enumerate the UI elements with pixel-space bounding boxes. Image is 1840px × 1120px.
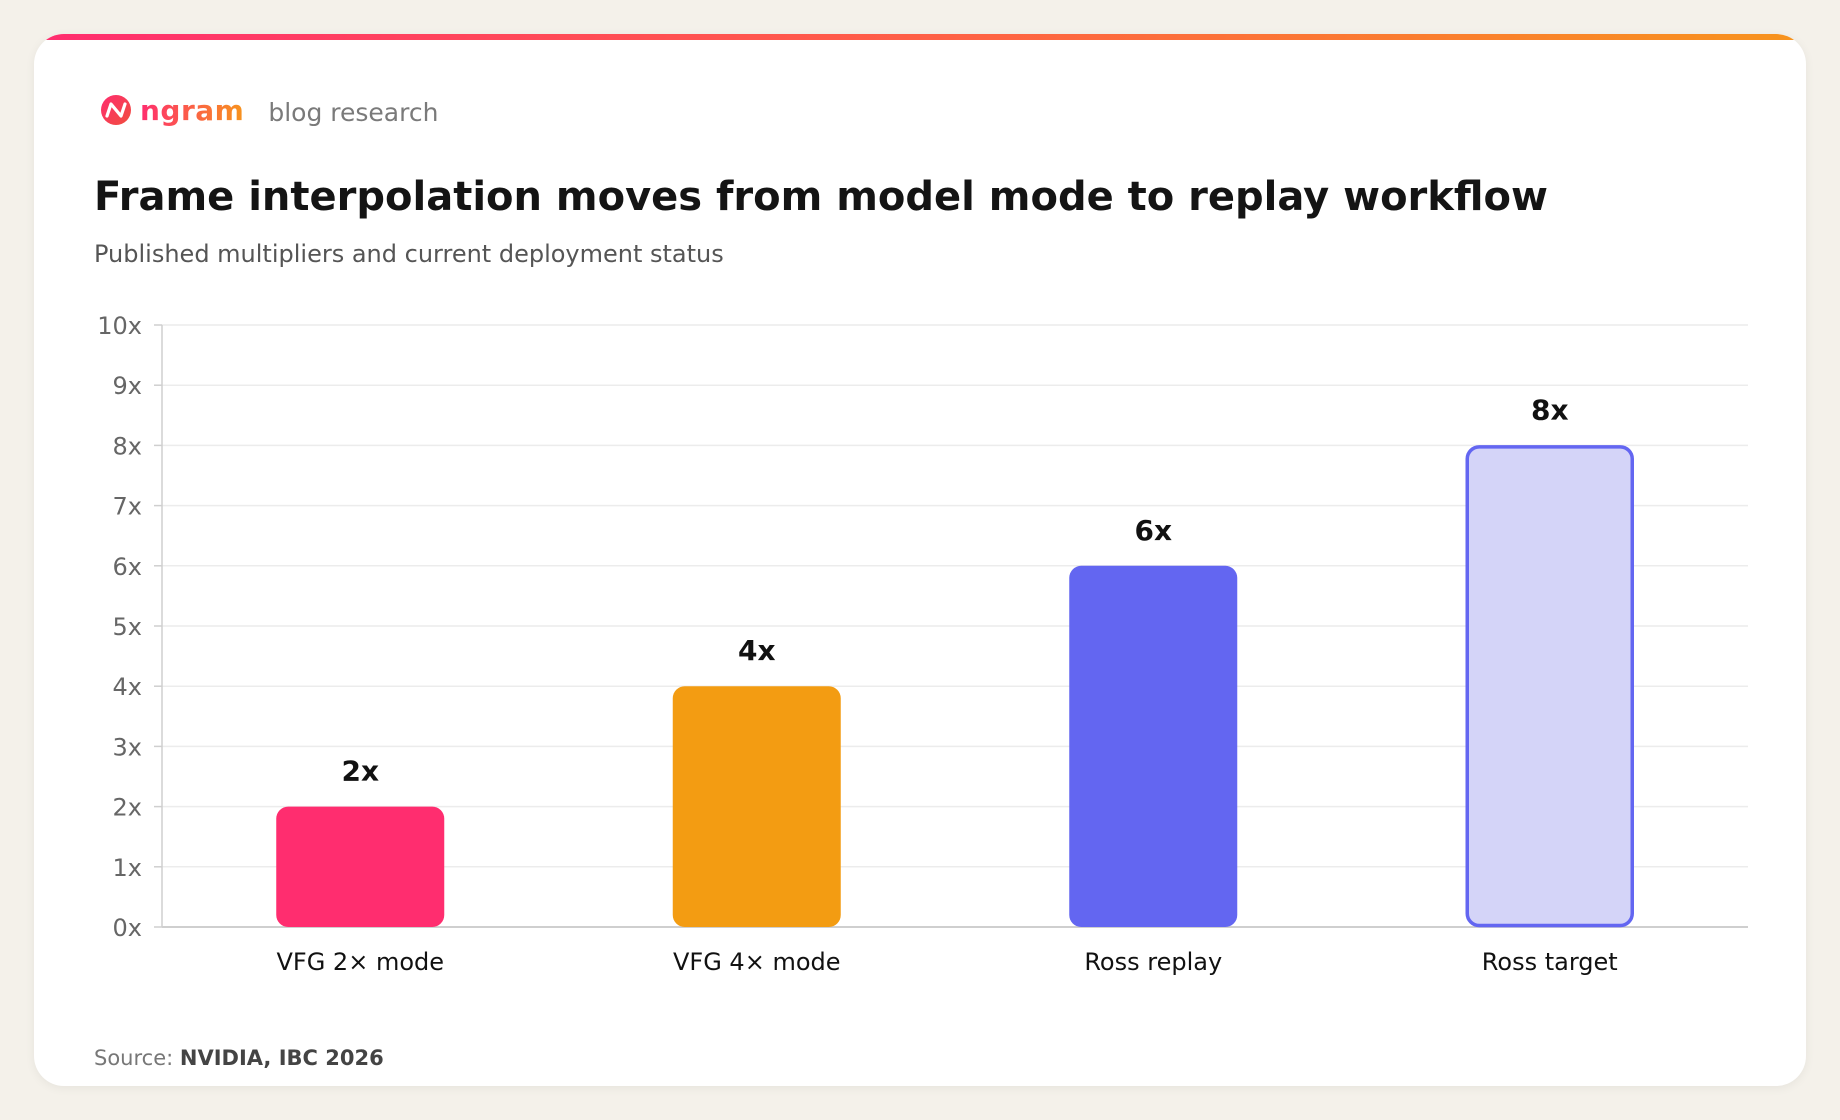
category-label: VFG 2× mode xyxy=(276,948,444,976)
value-label: 2x xyxy=(341,755,379,788)
y-tick-label: 1x xyxy=(113,854,142,882)
y-tick-label: 0x xyxy=(113,914,142,942)
bar-2 xyxy=(672,686,841,927)
y-tick-label: 3x xyxy=(113,733,142,761)
bar-1 xyxy=(276,806,445,927)
bar-layer xyxy=(276,445,1634,928)
brand-section: blog research xyxy=(268,97,439,127)
chart-subtitle: Published multipliers and current deploy… xyxy=(94,240,724,268)
value-label: 4x xyxy=(738,634,776,667)
chart-card: ngram blog research Frame interpolation … xyxy=(34,34,1806,1086)
category-label: Ross replay xyxy=(1084,948,1222,976)
y-tick-label: 4x xyxy=(113,673,142,701)
bar-4 xyxy=(1465,445,1634,928)
y-tick-label: 9x xyxy=(113,372,142,400)
y-tick-label: 2x xyxy=(113,794,142,822)
y-tick-label: 8x xyxy=(113,432,142,460)
source-prefix: Source: xyxy=(94,1046,174,1070)
brand-header: ngram blog research xyxy=(100,88,438,132)
y-tick-label: 6x xyxy=(113,553,142,581)
value-label: 8x xyxy=(1531,393,1569,426)
ngram-logo-icon xyxy=(101,95,131,125)
y-tick-label: 10x xyxy=(97,312,142,340)
y-tick-label: 5x xyxy=(113,613,142,641)
source-note: Source: NVIDIA, IBC 2026 xyxy=(94,1046,384,1070)
chart-title: Frame interpolation moves from model mod… xyxy=(94,174,1548,220)
label-layer: 0x 1x 2x 3x 4x 5x 6x 7x 8x 9x 10x 2x VFG 2× mode 4x VF… xyxy=(97,312,1617,976)
source-text: NVIDIA, IBC 2026 xyxy=(179,1046,384,1070)
brand-name: ngram xyxy=(140,93,245,127)
y-tick-label: 7x xyxy=(113,493,142,521)
category-label: VFG 4× mode xyxy=(673,948,841,976)
bar-chart: 0x 1x 2x 3x 4x 5x 6x 7x 8x 9x 10x 2x VFG 2× mode 4x VF… xyxy=(97,312,1748,976)
accent-bar xyxy=(34,34,1806,40)
category-label: Ross target xyxy=(1482,948,1618,976)
bar-3 xyxy=(1069,565,1238,927)
value-label: 6x xyxy=(1134,514,1172,547)
